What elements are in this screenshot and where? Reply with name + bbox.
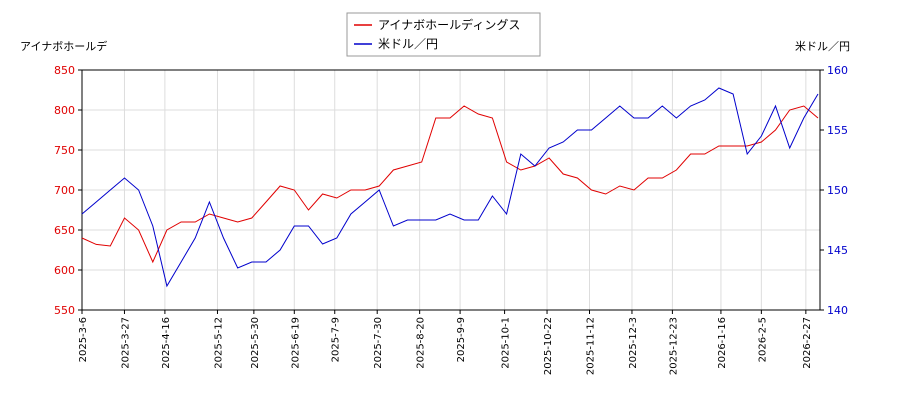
x-tick-label: 2026-2-27 (802, 317, 813, 369)
legend-label: アイナボホールディングス (378, 17, 520, 32)
x-tick-label: 2026-1-16 (717, 317, 728, 369)
x-tick-label: 2025-12-23 (668, 317, 679, 375)
y2-tick-label: 140 (827, 304, 848, 317)
plot-frame (81, 69, 821, 311)
y-tick-label: 750 (54, 144, 75, 157)
y-tick-label: 600 (54, 264, 75, 277)
y2-tick-label: 160 (827, 64, 848, 77)
y2-axis-title: 米ドル／円 (795, 40, 850, 53)
y-tick-label: 800 (54, 104, 75, 117)
y-tick-label: 850 (54, 64, 75, 77)
x-tick-label: 2025-3-6 (78, 317, 89, 362)
y2-tick-label: 155 (827, 124, 848, 137)
y-axis-title: アイナボホールデ (20, 39, 107, 53)
x-tick-label: 2025-12-3 (628, 317, 639, 369)
x-tick-label: 2025-11-12 (586, 317, 597, 375)
x-tick-label: 2025-7-9 (331, 317, 342, 362)
x-tick-label: 2025-6-19 (290, 317, 301, 369)
x-tick-label: 2026-2-5 (757, 317, 768, 362)
x-tick-label: 2025-4-16 (161, 317, 172, 369)
x-tick-label: 2025-5-30 (250, 317, 261, 369)
legend-box (346, 12, 541, 57)
y2-tick-label: 145 (827, 244, 848, 257)
x-tick-label: 2025-3-27 (120, 317, 131, 369)
x-tick-label: 2025-8-20 (416, 317, 427, 369)
series-line (81, 87, 819, 288)
x-tick-label: 2025-10-22 (543, 317, 554, 375)
y-tick-label: 550 (54, 304, 75, 317)
y2-tick-label: 150 (827, 184, 848, 197)
x-tick-label: 2025-7-30 (373, 317, 384, 369)
y-tick-label: 650 (54, 224, 75, 237)
series-line (81, 105, 819, 264)
x-tick-label: 2025-10-1 (501, 317, 512, 369)
x-tick-label: 2025-9-9 (456, 317, 467, 362)
x-tick-label: 2025-5-12 (213, 317, 224, 369)
y-tick-label: 700 (54, 184, 75, 197)
legend-label: 米ドル／円 (378, 37, 438, 51)
